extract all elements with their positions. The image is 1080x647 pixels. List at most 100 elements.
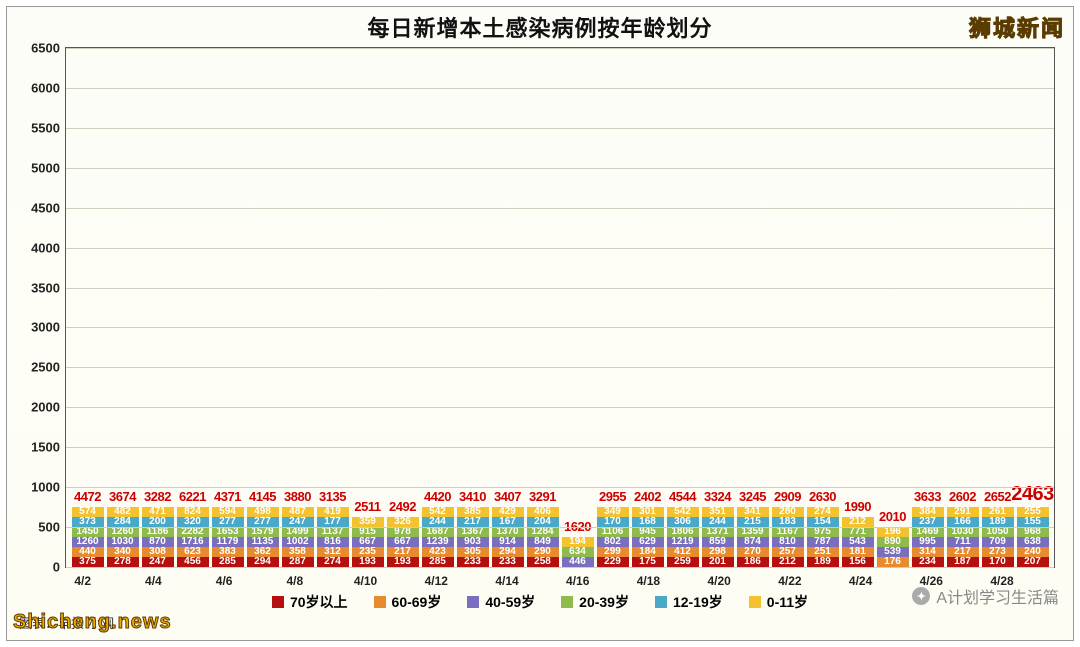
- bar-segment-a6069: 184: [632, 547, 664, 557]
- bar-segment-a011: 326: [387, 517, 419, 527]
- bar-total-label: 4544: [669, 489, 696, 504]
- segment-value: 539: [884, 547, 901, 557]
- bar-total-label: 2010: [879, 509, 906, 524]
- bar-segment-a2039: 945: [632, 527, 664, 537]
- bar-segment-a2039: 1450: [72, 527, 104, 537]
- bar-column: 21225781011671832802909: [772, 507, 804, 567]
- bar-segment-a1219: 154: [807, 517, 839, 527]
- segment-value: 440: [79, 547, 96, 557]
- bar-segment-a70: 285: [422, 557, 454, 567]
- bar-segment-a011: 291: [947, 507, 979, 517]
- segment-value: 2282: [181, 527, 203, 537]
- segment-value: 194: [569, 537, 586, 547]
- x-tick-label: 4/20: [701, 574, 736, 588]
- grid-line: [66, 288, 1054, 289]
- bar-segment-a4059: 1179: [212, 537, 244, 547]
- segment-value: 212: [779, 557, 796, 567]
- legend-item: 40-59岁: [467, 592, 535, 612]
- segment-value: 244: [709, 517, 726, 527]
- bar-column: 1892517879751542742630: [807, 507, 839, 567]
- segment-value: 903: [464, 537, 481, 547]
- segment-value: 285: [429, 557, 446, 567]
- segment-value: 1687: [426, 527, 448, 537]
- segment-value: 1284: [531, 527, 553, 537]
- segment-value: 1716: [181, 537, 203, 547]
- bar-total-label: 3245: [739, 489, 766, 504]
- segment-value: 233: [464, 557, 481, 567]
- bar-segment-a2039: 1469: [912, 527, 944, 537]
- bar-segment-a1219: 320: [177, 517, 209, 527]
- segment-value: 543: [849, 537, 866, 547]
- segment-value: 375: [79, 557, 96, 567]
- bar-segment-a4059: 810: [772, 537, 804, 547]
- segment-value: 299: [604, 547, 621, 557]
- grid-line: [66, 128, 1054, 129]
- watermark-bottom: Shicheng.news: [13, 611, 172, 634]
- segment-value: 1030: [111, 537, 133, 547]
- bar-total-label: 4145: [249, 489, 276, 504]
- segment-value: 1653: [216, 527, 238, 537]
- bar-segment-a6069: 290: [527, 547, 559, 557]
- segment-value: 890: [884, 537, 901, 547]
- bar-segment-a70: 456: [177, 557, 209, 567]
- segment-value: 542: [429, 507, 446, 517]
- legend-item: 20-39岁: [561, 592, 629, 612]
- segment-value: 1219: [671, 537, 693, 547]
- segment-value: 193: [359, 557, 376, 567]
- bar-total-label: 3633: [914, 489, 941, 504]
- bar-segment-a011: 384: [912, 507, 944, 517]
- bar-segment-a011: 498: [247, 507, 279, 517]
- segment-value: 280: [779, 507, 796, 517]
- x-tick-label: 4/6: [206, 574, 241, 588]
- segment-value: 189: [989, 517, 1006, 527]
- bar-segment-a4059: 870: [142, 537, 174, 547]
- bar-segment-a4059: 1135: [247, 537, 279, 547]
- segment-value: 229: [604, 557, 621, 567]
- bar-segment-a4059: 1260: [72, 537, 104, 547]
- segment-value: 1499: [286, 527, 308, 537]
- segment-value: 234: [919, 557, 936, 567]
- bar-segment-a4059: 667: [352, 537, 384, 547]
- grid-line: [66, 48, 1054, 49]
- wechat-icon: ✦: [912, 587, 930, 605]
- bar-segment-a011: 429: [492, 507, 524, 517]
- y-tick-label: 500: [14, 520, 60, 535]
- segment-value: 384: [919, 507, 936, 517]
- bar-column: 294362113515792774984145: [247, 507, 279, 567]
- segment-value: 261: [989, 507, 1006, 517]
- bar-segment-a70: 207: [1017, 557, 1049, 567]
- bar-segment-a1219: 277: [212, 517, 244, 527]
- bar-segment-a4059: 539: [877, 547, 909, 557]
- segment-value: 1002: [286, 537, 308, 547]
- segment-value: 270: [744, 547, 761, 557]
- bar-segment-a2039: 1284: [527, 527, 559, 537]
- bar-segment-a4059: 874: [737, 537, 769, 547]
- bar-segment-a70: 285: [212, 557, 244, 567]
- segment-value: 257: [779, 547, 796, 557]
- bar-total-label: 2492: [389, 499, 416, 514]
- segment-value: 156: [849, 557, 866, 567]
- plot-area: 3754401260145037357444722783401030126028…: [65, 47, 1055, 568]
- segment-value: 306: [674, 517, 691, 527]
- bar-segment-a1219: 247: [282, 517, 314, 527]
- bar-segment-a4059: 1002: [282, 537, 314, 547]
- y-tick-label: 5500: [14, 120, 60, 135]
- bar-total-label: 6221: [179, 489, 206, 504]
- bar-segment-a6069: 623: [177, 547, 209, 557]
- bar-segment-a011: 406: [527, 507, 559, 517]
- bar-segment-a011: 274: [807, 507, 839, 517]
- bar-segment-a4059: 859: [702, 537, 734, 547]
- bar-column: 20129885913712443513324: [702, 507, 734, 567]
- segment-value: 1260: [111, 527, 133, 537]
- y-tick-label: 6000: [14, 80, 60, 95]
- bar-segment-a1219: 189: [982, 517, 1014, 527]
- bar-segment-a011: 341: [737, 507, 769, 517]
- segment-value: 212: [849, 517, 866, 527]
- bar-segment-a6069: 383: [212, 547, 244, 557]
- bar-segment-a6069: 273: [982, 547, 1014, 557]
- y-tick-label: 1000: [14, 480, 60, 495]
- bar-segment-a6069: 217: [387, 547, 419, 557]
- grid-line: [66, 327, 1054, 328]
- bar-segment-a6069: 423: [422, 547, 454, 557]
- segment-value: 594: [219, 507, 236, 517]
